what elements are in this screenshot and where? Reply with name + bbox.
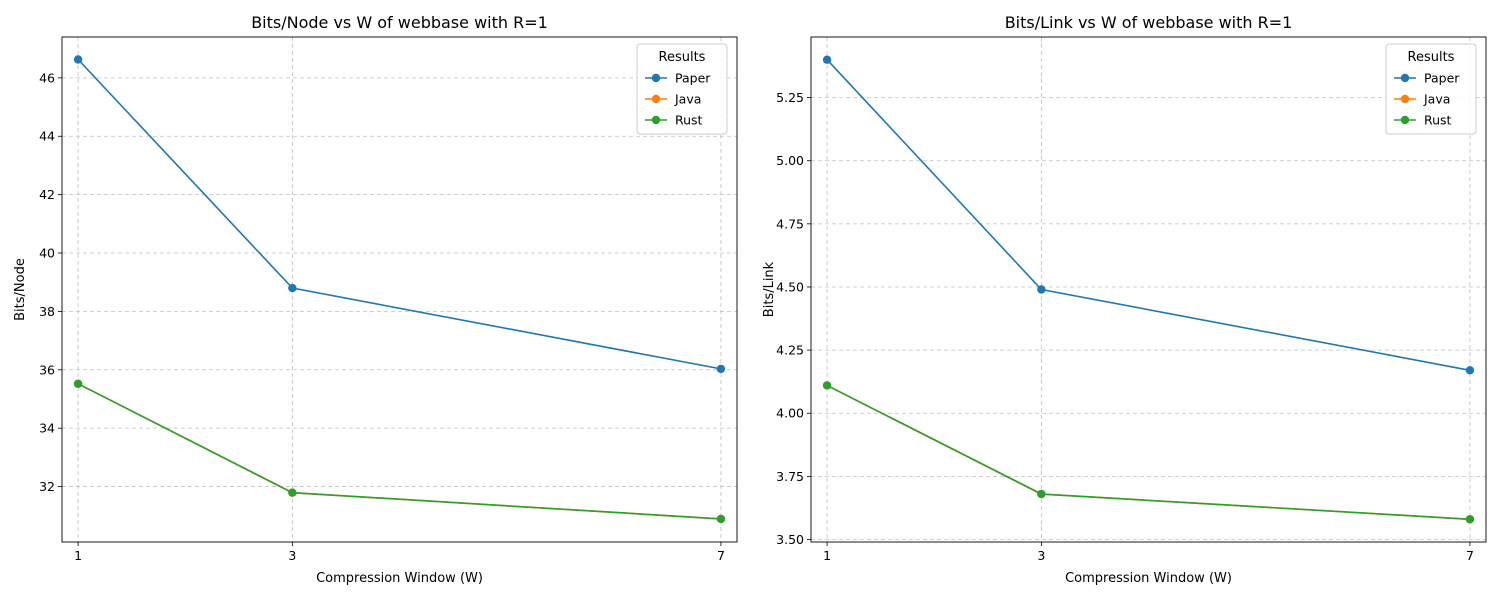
chart-1: 1 3 7 32 34 36 38 40 42 44 46 Bits/Node vs W of web… — [13, 13, 738, 586]
legend-label: Java — [1423, 92, 1450, 107]
data-point — [73, 55, 83, 64]
y-tick-label: 4.75 — [776, 216, 804, 231]
series-line — [826, 59, 1471, 372]
legend-label: Rust — [675, 113, 703, 128]
legend-entry-java: Java — [645, 92, 701, 107]
legend-marker — [651, 94, 661, 104]
legend-entry-paper: Paper — [1394, 71, 1460, 86]
y-tick-label: 40 — [39, 246, 55, 261]
legend-box — [636, 43, 728, 135]
y-axis-label: Bits/Link — [762, 261, 777, 317]
legend-box — [1385, 43, 1477, 135]
grid — [62, 37, 737, 542]
legend-label: Paper — [675, 71, 711, 86]
data-point — [1465, 515, 1475, 524]
data-point — [288, 488, 297, 497]
y-tick-label: 36 — [39, 362, 55, 377]
y-tick-label: 3.75 — [776, 469, 804, 484]
y-tick-label: 34 — [39, 421, 55, 436]
legend-marker — [651, 115, 661, 125]
data-point — [716, 514, 726, 524]
data-point — [822, 381, 832, 390]
x-axis: 1 3 7 — [823, 542, 1474, 563]
y-axis: 3.50 3.75 4.00 4.25 4.50 4.75 5.00 5.25 — [776, 90, 811, 547]
chart-title: Bits/Link vs W of webbase with R=1 — [1005, 13, 1293, 32]
legend-entry-paper: Paper — [645, 71, 711, 86]
x-tick-label: 7 — [717, 548, 725, 563]
y-tick-label: 46 — [39, 70, 55, 85]
series-paper — [73, 55, 726, 374]
data-point — [1465, 366, 1475, 375]
series-rust — [822, 381, 1475, 524]
y-tick-label: 44 — [39, 129, 55, 144]
chart-title: Bits/Node vs W of webbase with R=1 — [251, 13, 548, 32]
legend-entry-rust: Rust — [1394, 113, 1452, 128]
legend-entry-java: Java — [1394, 92, 1450, 107]
y-tick-label: 5.25 — [776, 90, 804, 105]
x-axis: 1 3 7 — [74, 542, 725, 563]
series-java — [822, 381, 1475, 524]
y-axis-label: Bits/Node — [13, 258, 28, 321]
series-java — [73, 379, 726, 524]
legend: Results Paper Java Rust — [636, 43, 728, 135]
data-point — [716, 364, 726, 374]
x-axis-label: Compression Window (W) — [316, 571, 483, 586]
series-rust — [73, 379, 726, 524]
series-line — [826, 384, 1470, 521]
legend-marker — [1400, 73, 1410, 83]
x-tick-label: 7 — [1466, 548, 1474, 563]
x-tick-label: 1 — [823, 548, 831, 563]
y-axis: 32 34 36 38 40 42 44 46 — [39, 70, 62, 494]
data-point — [822, 55, 832, 64]
y-tick-label: 32 — [39, 479, 55, 494]
y-tick-label: 4.50 — [776, 279, 804, 294]
x-tick-label: 3 — [1037, 548, 1045, 563]
y-tick-label: 4.00 — [776, 406, 804, 421]
legend-entry-rust: Rust — [645, 113, 703, 128]
x-tick-label: 1 — [74, 548, 82, 563]
y-tick-label: 3.50 — [776, 532, 804, 547]
y-tick-label: 4.25 — [776, 343, 804, 358]
legend-title: Results — [659, 50, 706, 65]
plot-frame — [61, 36, 738, 543]
y-tick-label: 5.00 — [776, 153, 804, 168]
data-point — [73, 379, 83, 388]
legend-label: Java — [674, 92, 701, 107]
x-tick-label: 3 — [288, 548, 296, 563]
y-tick-label: 42 — [39, 187, 55, 202]
data-point — [1037, 489, 1046, 499]
data-point — [1037, 285, 1046, 294]
legend-label: Paper — [1424, 71, 1460, 86]
grid — [811, 37, 1486, 542]
series-line — [77, 58, 722, 370]
legend-marker — [651, 73, 661, 83]
series-paper — [822, 55, 1475, 375]
data-point — [288, 283, 297, 293]
legend-label: Rust — [1424, 113, 1452, 128]
plot-frame — [810, 36, 1487, 543]
legend-marker — [1400, 115, 1410, 125]
legend: Results Paper Java Rust — [1385, 43, 1477, 135]
y-tick-label: 38 — [39, 304, 55, 319]
series-line — [77, 383, 721, 520]
chart-2: 1 3 7 3.50 3.75 4.00 4.25 4.50 4.75 5.00 5.25 Bits/… — [762, 13, 1487, 586]
series-line — [826, 384, 1470, 521]
legend-title: Results — [1408, 50, 1455, 65]
legend-marker — [1400, 94, 1410, 104]
x-axis-label: Compression Window (W) — [1065, 571, 1232, 586]
